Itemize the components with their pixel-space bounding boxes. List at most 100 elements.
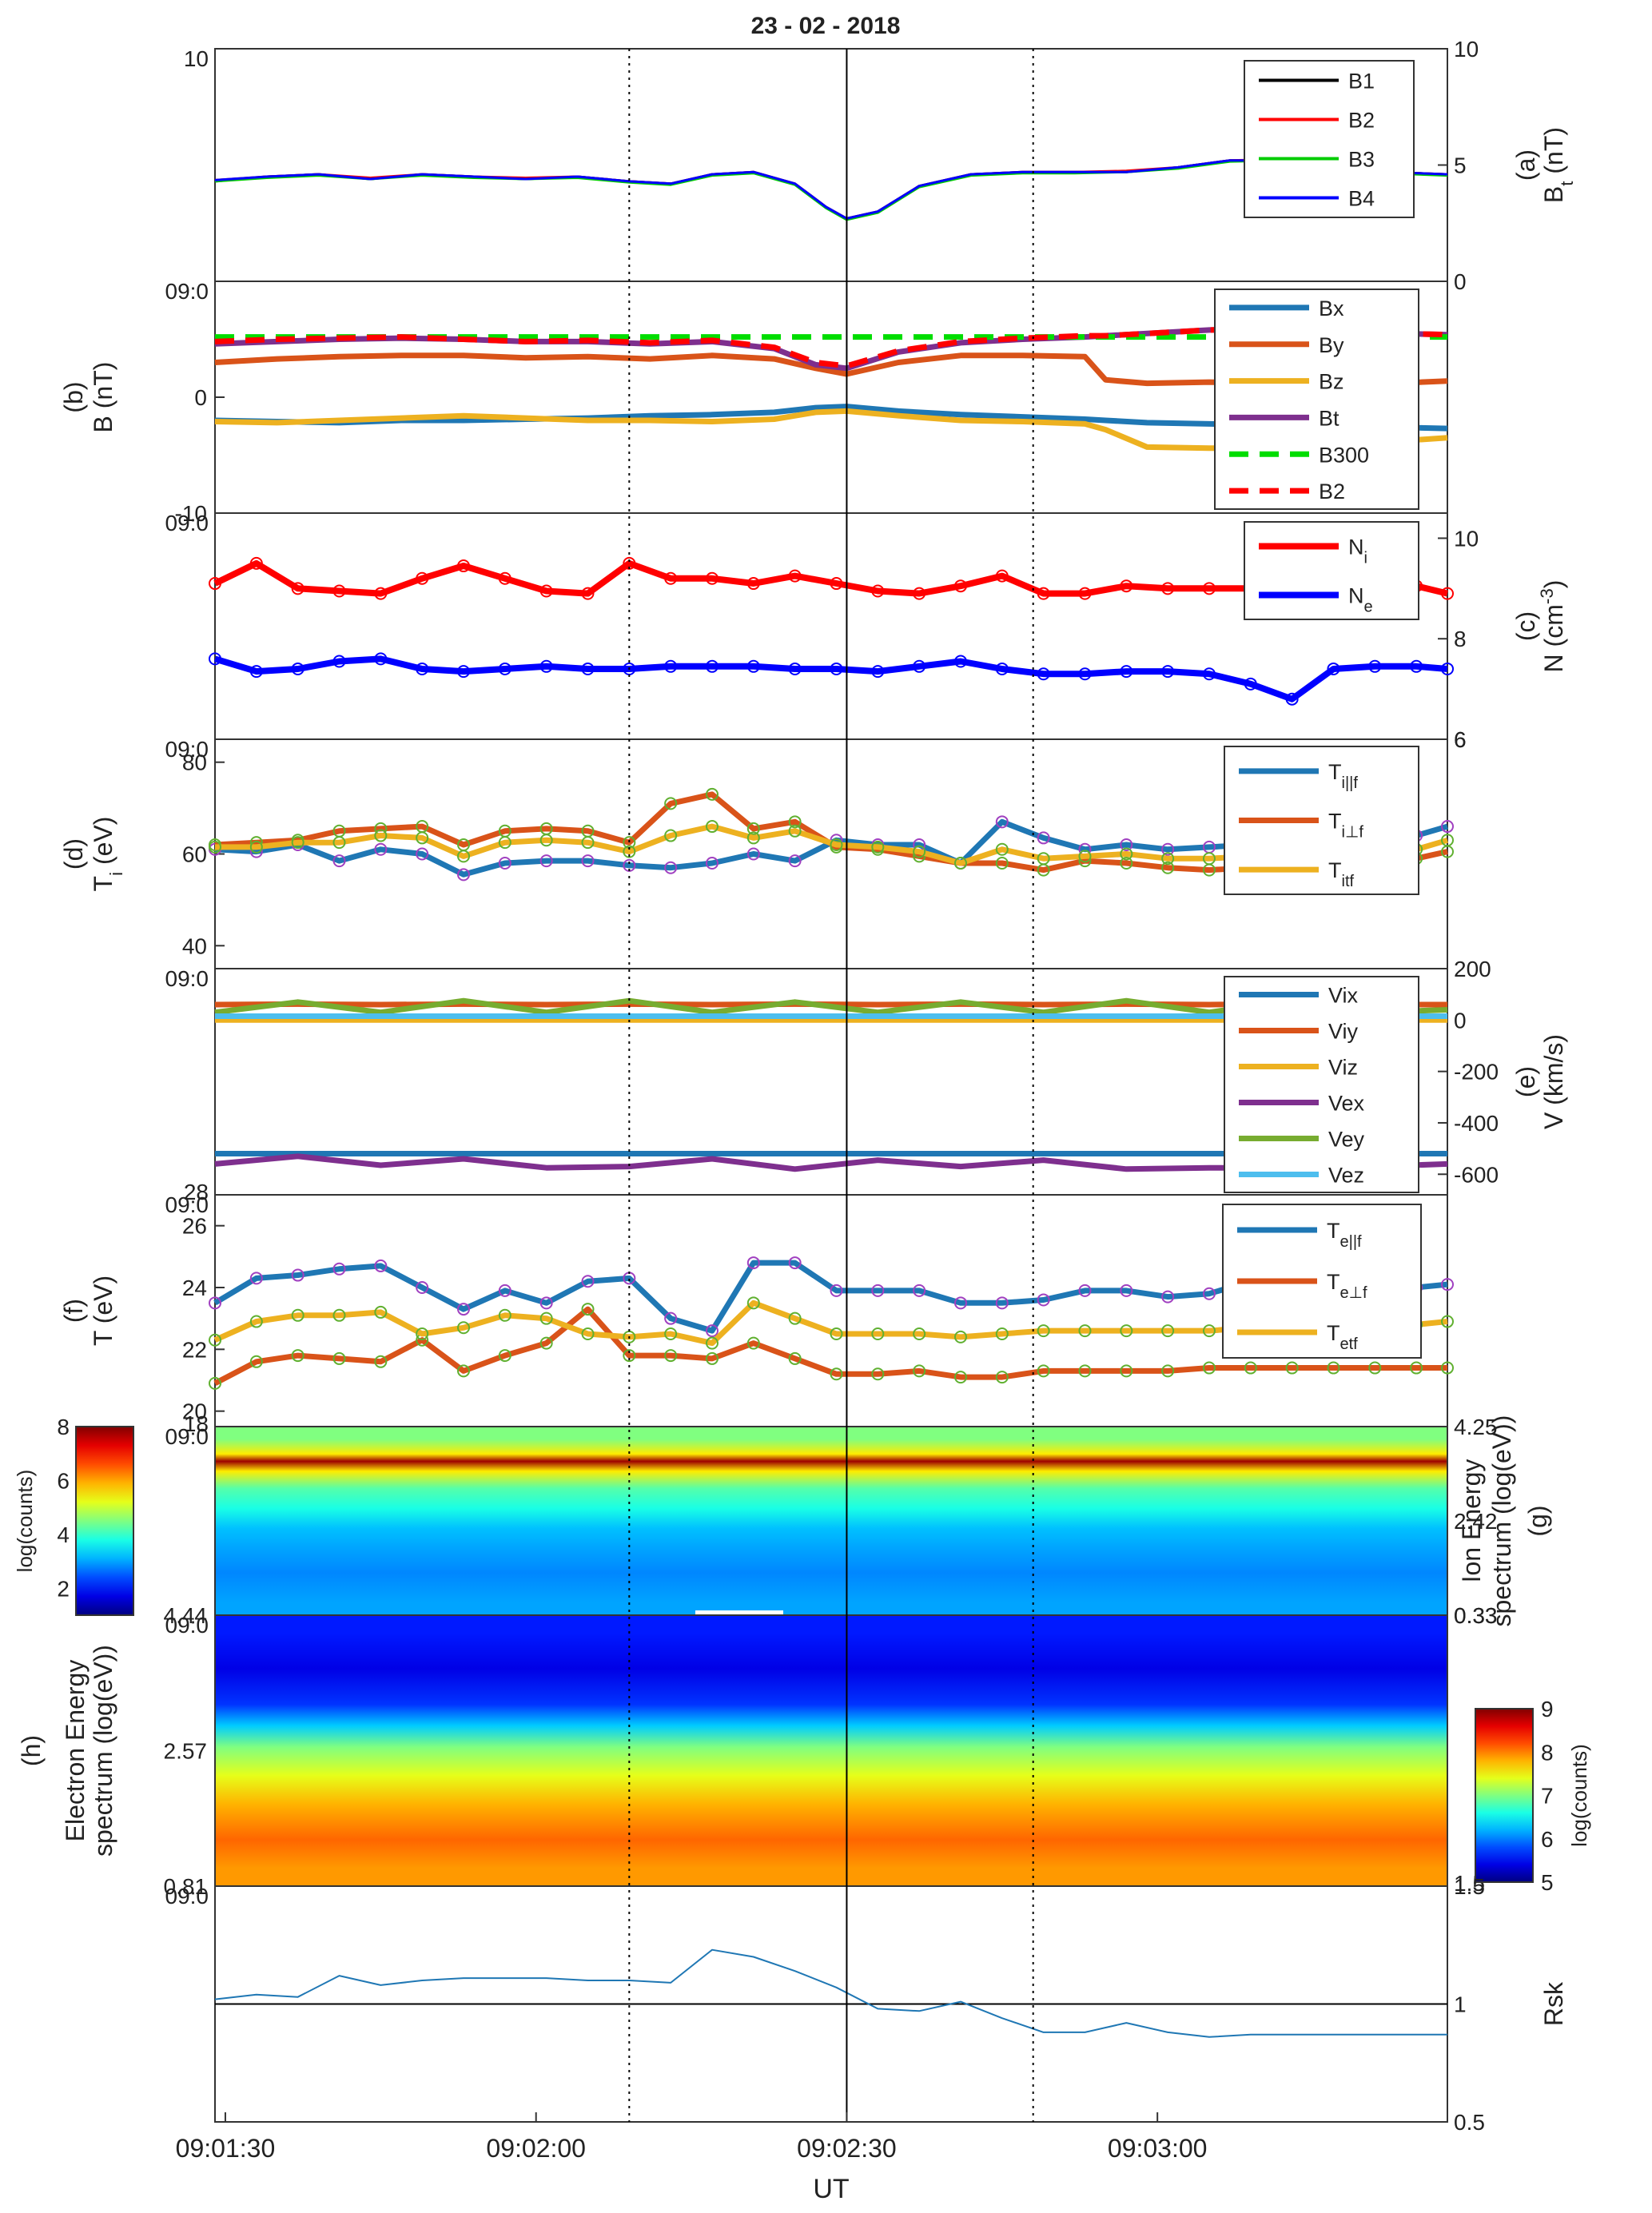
data-point [1037,667,1050,681]
data-point [995,856,1009,870]
data-point [1037,1364,1050,1378]
data-point [291,582,305,595]
data-point [498,1284,512,1297]
overlay-tick-label: 10 [184,46,209,71]
data-point [581,836,595,850]
data-point [456,850,470,863]
colorbar-label: log(counts) [13,1470,37,1573]
data-point [1441,1361,1454,1375]
data-point [1202,667,1216,681]
data-point [664,861,678,874]
data-point [953,1371,967,1384]
data-point [249,665,263,679]
data-point [664,571,678,585]
x-tick-label: 09:02:30 [797,2134,897,2163]
legend-box [1214,289,1419,510]
data-point [416,831,429,845]
legend-box [1224,976,1419,1193]
y-tick-label: 6 [1454,727,1467,752]
y-tick-label: 2.42 [1454,1509,1498,1534]
y-tick-label: 10 [1454,526,1479,551]
data-point [1120,579,1133,593]
data-point [1161,665,1175,679]
legend-label: Vey [1328,1128,1365,1152]
x-axis-label: UT [813,2174,849,2204]
data-point [291,1308,305,1322]
legend-label: Titf [1328,858,1355,890]
data-point [746,1336,760,1350]
y-axis-label: Electron Energy [61,1660,90,1842]
legend-label: B300 [1319,443,1369,467]
data-point [498,856,512,870]
data-point [788,662,802,675]
overlay-tick-label: 09:0 [165,511,209,535]
panel-label: (d) [59,838,88,870]
data-point [1078,850,1092,863]
data-point [705,571,719,585]
data-point [788,1351,802,1365]
data-point [1078,587,1092,600]
x-tick-label: 09:03:00 [1108,2134,1208,2163]
data-point [291,1268,305,1282]
data-point [456,1321,470,1335]
data-point [456,1364,470,1378]
colorbar-tick-label: 6 [1541,1827,1554,1852]
legend-label: Te||f [1327,1219,1362,1251]
data-point [788,824,802,838]
legend-label: Viy [1328,1020,1359,1044]
legend-label: Bz [1319,370,1344,394]
data-point [664,1349,678,1363]
legend-label: Tetf [1327,1321,1358,1353]
data-point [664,797,678,810]
y-axis-label: Bt (nT) [1539,127,1577,203]
data-point [539,1336,553,1350]
panel-label: (a) [1511,149,1540,181]
data-point [1202,1287,1216,1300]
data-point [1037,1293,1050,1307]
y-axis-label: spectrum (log(eV)) [89,1645,117,1857]
data-point [539,1296,553,1310]
overlay-tick-label: 0.33 [1454,1603,1498,1628]
data-point [374,829,388,842]
y-tick-label: 4.25 [1454,1415,1498,1439]
data-point [953,655,967,668]
data-point [416,662,429,675]
data-point [1078,1364,1092,1378]
data-point [1202,582,1216,595]
panel-a: B1 B2 B3 B4 [214,48,1448,282]
colorbar-tick-label: 8 [1541,1740,1554,1765]
data-point [705,659,719,673]
colorbar-tick-label: 8 [57,1415,70,1439]
data-point [788,569,802,583]
data-point [746,822,760,835]
data-point [374,1355,388,1368]
data-point [1120,856,1133,870]
data-point [1441,1315,1454,1328]
colorbar-tick-label: 2 [57,1576,70,1601]
data-point [705,1336,719,1350]
panel-b: Bx By Bz Bt B300 B2 [214,281,1448,514]
legend-box [1244,60,1415,218]
data-point [953,1330,967,1343]
data-point [664,829,678,842]
legend-label: B4 [1348,187,1375,211]
colorbar-h [1475,1708,1534,1883]
y-axis-label: Ti (eV) [89,817,126,892]
data-point [539,584,553,598]
data-point [332,1308,346,1322]
y-tick-label: 80 [182,750,207,775]
data-point [498,662,512,675]
legend-label: Ti||f [1328,760,1358,792]
overlay-tick-label: 6 [1454,727,1467,752]
y-tick-label: 20 [182,1399,207,1424]
data-point [1441,1278,1454,1292]
data-point [871,665,885,679]
data-point [913,845,926,858]
data-point [416,1281,429,1294]
spectrogram-h [215,1615,1447,1886]
data-point [581,854,595,868]
colorbar-tick-label: 7 [1541,1784,1554,1809]
overlay-tick-label: 09:0 [165,1613,209,1638]
